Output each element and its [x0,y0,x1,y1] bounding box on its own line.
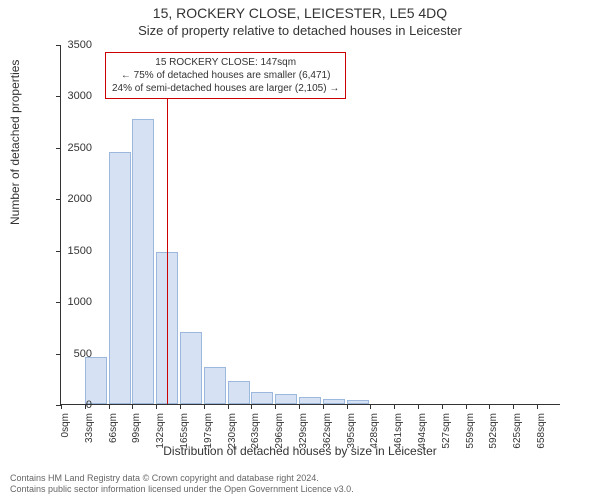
x-tick-label: 527sqm [441,413,452,453]
x-tick-label: 559sqm [465,413,476,453]
x-tick [156,404,157,409]
x-tick-label: 494sqm [417,413,428,453]
x-tick-label: 165sqm [179,413,190,453]
x-tick [537,404,538,409]
footer-attribution: Contains HM Land Registry data © Crown c… [10,473,354,496]
y-tick-label: 3000 [68,90,92,102]
x-tick-label: 658sqm [536,413,547,453]
y-tick-label: 2500 [68,142,92,154]
x-tick [466,404,467,409]
x-tick [109,404,110,409]
y-tick [56,251,61,252]
histogram-bar [180,332,202,404]
x-tick [132,404,133,409]
histogram-bar [275,394,297,404]
y-tick-label: 3500 [68,39,92,51]
x-tick [394,404,395,409]
histogram-bar [228,381,250,404]
x-tick [513,404,514,409]
x-tick [204,404,205,409]
histogram-bar [323,399,345,404]
y-tick-label: 1500 [68,245,92,257]
x-tick [323,404,324,409]
x-tick-label: 132sqm [155,413,166,453]
x-tick-label: 0sqm [60,413,71,453]
footer-line-1: Contains HM Land Registry data © Crown c… [10,473,354,485]
annotation-box: 15 ROCKERY CLOSE: 147sqm← 75% of detache… [105,52,346,99]
x-tick [61,404,62,409]
chart-container [60,45,560,405]
x-tick [418,404,419,409]
histogram-bar [132,119,154,404]
x-tick-label: 296sqm [274,413,285,453]
histogram-bar [299,397,321,404]
histogram-bar [347,400,369,404]
x-tick-label: 395sqm [346,413,357,453]
y-tick [56,199,61,200]
x-tick-label: 625sqm [512,413,523,453]
x-tick-label: 263sqm [250,413,261,453]
x-tick-label: 461sqm [393,413,404,453]
plot-area [60,45,560,405]
x-tick-label: 197sqm [203,413,214,453]
y-tick-label: 1000 [68,296,92,308]
histogram-bar [204,367,226,404]
x-tick-label: 66sqm [108,413,119,453]
footer-line-2: Contains public sector information licen… [10,484,354,496]
x-tick-label: 428sqm [369,413,380,453]
y-tick-label: 0 [86,399,92,411]
y-axis-label: Number of detached properties [8,60,22,225]
x-tick [275,404,276,409]
histogram-bar [109,152,131,404]
annotation-line-3: 24% of semi-detached houses are larger (… [112,82,339,95]
x-tick-label: 99sqm [131,413,142,453]
x-tick [228,404,229,409]
x-tick-label: 230sqm [227,413,238,453]
x-tick [251,404,252,409]
y-tick [56,45,61,46]
histogram-bar [251,392,273,404]
y-tick-label: 2000 [68,193,92,205]
y-tick [56,302,61,303]
x-tick [370,404,371,409]
x-tick [299,404,300,409]
x-tick-label: 362sqm [322,413,333,453]
x-tick-label: 33sqm [84,413,95,453]
annotation-line-2: ← 75% of detached houses are smaller (6,… [112,69,339,82]
annotation-line-1: 15 ROCKERY CLOSE: 147sqm [112,56,339,69]
x-tick-label: 592sqm [488,413,499,453]
x-tick [347,404,348,409]
y-tick [56,354,61,355]
chart-sub-title: Size of property relative to detached ho… [0,23,600,38]
x-tick [489,404,490,409]
x-tick-label: 329sqm [298,413,309,453]
property-marker-line [167,95,168,404]
x-tick [442,404,443,409]
y-tick-label: 500 [74,348,92,360]
x-tick [180,404,181,409]
histogram-bar [85,357,107,404]
y-tick [56,148,61,149]
y-tick [56,96,61,97]
chart-main-title: 15, ROCKERY CLOSE, LEICESTER, LE5 4DQ [0,5,600,21]
